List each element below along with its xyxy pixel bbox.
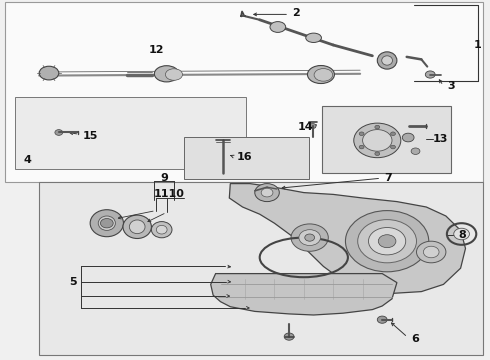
Ellipse shape [129,220,145,234]
Circle shape [375,125,380,129]
Text: 13: 13 [432,134,448,144]
Circle shape [359,132,364,136]
Text: 3: 3 [447,81,455,91]
Polygon shape [211,274,397,315]
Bar [184,137,309,179]
Ellipse shape [123,215,151,239]
Text: 1110: 1110 [153,189,185,199]
Circle shape [345,211,429,272]
Ellipse shape [306,33,321,42]
Circle shape [411,148,420,154]
Polygon shape [15,97,306,169]
Text: 7: 7 [385,173,392,183]
Text: 6: 6 [412,334,419,344]
Bar [322,106,451,173]
Circle shape [454,228,469,240]
Ellipse shape [270,22,286,32]
Text: 15: 15 [83,131,98,141]
Text: 4: 4 [23,155,31,165]
Circle shape [368,228,406,255]
Ellipse shape [90,210,123,237]
Ellipse shape [156,225,167,234]
Circle shape [359,145,364,149]
Circle shape [309,123,316,129]
Text: 14: 14 [297,122,313,132]
Ellipse shape [308,66,335,84]
Circle shape [261,188,273,197]
Circle shape [284,333,294,340]
Ellipse shape [166,69,182,80]
Text: 1: 1 [474,40,482,50]
Circle shape [363,130,392,151]
Circle shape [354,123,401,158]
Circle shape [358,220,416,263]
Text: 16: 16 [236,152,252,162]
Text: 12: 12 [149,45,165,55]
Circle shape [378,235,396,248]
Circle shape [391,145,395,149]
Circle shape [425,71,435,78]
Ellipse shape [151,222,172,238]
Ellipse shape [314,69,333,81]
Circle shape [375,152,380,156]
Circle shape [100,219,113,228]
Text: 5: 5 [69,276,76,287]
Polygon shape [229,184,466,293]
Ellipse shape [377,52,397,69]
Circle shape [305,234,315,241]
Circle shape [402,133,414,142]
Ellipse shape [39,66,59,80]
Ellipse shape [382,56,392,65]
Circle shape [423,246,439,258]
Circle shape [55,130,63,135]
Bar [39,182,483,355]
Text: 9: 9 [160,173,168,183]
Bar [5,2,483,182]
Ellipse shape [98,216,116,230]
Circle shape [416,241,446,263]
Circle shape [377,316,387,323]
Circle shape [391,132,395,136]
Circle shape [255,184,279,202]
Text: 2: 2 [293,8,300,18]
Ellipse shape [154,66,179,82]
Circle shape [299,230,320,246]
Text: 8: 8 [458,230,466,240]
Circle shape [291,224,328,251]
